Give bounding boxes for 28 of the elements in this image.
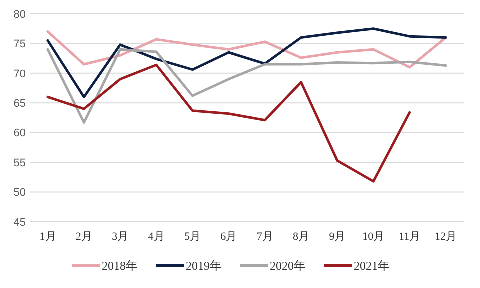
line-series [46,48,448,124]
x-tick-label: 12月 [435,231,457,243]
x-tick-label: 3月 [112,231,129,243]
y-tick-label: 80 [14,8,26,21]
x-tick-label: 4月 [148,231,165,243]
y-tick-label: 75 [14,38,26,51]
legend-label: 2020年 [270,259,306,274]
legend-label: 2019年 [186,259,222,274]
x-tick-label: 7月 [256,231,274,243]
x-tick-label: 5月 [184,231,201,243]
line-series [46,30,448,69]
x-tick-label: 8月 [293,231,310,243]
y-tick-label: 50 [14,187,26,200]
x-tick-label: 1月 [40,231,56,243]
x-tick-label: 11月 [399,231,421,243]
legend-label: 2018年 [102,259,138,274]
y-tick-label: 45 [14,216,26,229]
line-series [46,28,448,98]
y-tick-label: 70 [14,68,26,80]
y-tick-label: 55 [14,157,26,170]
y-tick-label: 65 [14,98,26,110]
x-tick-label: 2月 [76,231,92,243]
y-tick-label: 60 [14,128,26,140]
x-tick-label: 9月 [329,231,346,243]
legend-label: 2021年 [354,259,390,274]
line-series [46,64,412,183]
x-tick-label: 6月 [220,231,238,243]
x-tick-label: 10月 [362,231,385,243]
